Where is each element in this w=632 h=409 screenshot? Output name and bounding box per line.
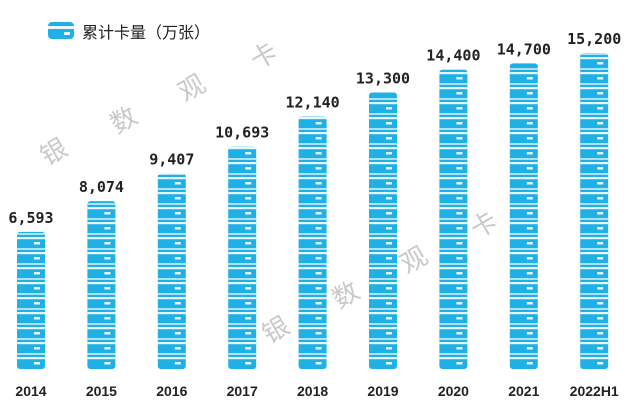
- x-tick-label: 2019: [367, 383, 398, 399]
- x-tick-label: 2014: [15, 383, 46, 399]
- data-label: 10,693: [215, 124, 269, 142]
- x-tick-label: 2021: [508, 383, 539, 399]
- bar: [580, 53, 609, 369]
- x-axis-ticks: 2014 2015 2016 2017 2018 2019 2020 2021 2022H1: [15, 383, 619, 399]
- bar: [87, 188, 116, 369]
- data-label: 8,074: [79, 178, 124, 196]
- legend: 累计卡量（万张）: [48, 22, 210, 42]
- data-label: 14,700: [497, 40, 551, 58]
- bar: [298, 113, 327, 370]
- x-tick-label: 2015: [86, 383, 117, 399]
- bar: [17, 218, 45, 369]
- labels-layer: 6,593 8,074 9,407 10,693 12,140 13,300 14,400 1…: [8, 30, 621, 227]
- data-label: 9,407: [149, 150, 194, 168]
- bar: [509, 53, 538, 369]
- x-tick-label: 2018: [297, 383, 328, 399]
- data-label: 14,400: [426, 47, 480, 65]
- bar: [228, 143, 257, 369]
- bars-layer: [17, 53, 609, 370]
- x-tick-label: 2017: [227, 383, 258, 399]
- data-label: 6,593: [8, 209, 53, 227]
- data-label: 12,140: [286, 94, 340, 112]
- legend-label: 累计卡量（万张）: [82, 23, 210, 42]
- data-label: 15,200: [567, 30, 621, 48]
- x-tick-label: 2022H1: [570, 383, 619, 399]
- bar: [157, 173, 186, 369]
- x-tick-label: 2020: [438, 383, 469, 399]
- bar: [439, 68, 468, 369]
- x-tick-label: 2016: [156, 383, 187, 399]
- legend-swatch-card-icon: [48, 22, 74, 39]
- data-label: 13,300: [356, 70, 410, 88]
- bar: [369, 83, 397, 369]
